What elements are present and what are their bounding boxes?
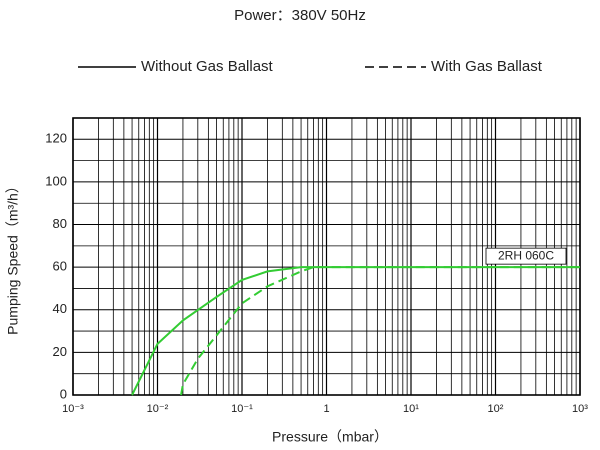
y-tick-label: 100 xyxy=(45,173,67,188)
legend-label: Without Gas Ballast xyxy=(141,58,274,75)
y-tick-label: 0 xyxy=(60,386,67,401)
x-tick-label: 10⁻¹ xyxy=(231,403,253,415)
y-tick-label: 80 xyxy=(53,216,67,231)
x-tick-label: 10² xyxy=(488,403,504,415)
x-tick-label: 10¹ xyxy=(403,403,419,415)
legend-label: With Gas Ballast xyxy=(431,58,543,75)
x-tick-label: 10³ xyxy=(572,403,588,415)
x-tick-label: 10⁻³ xyxy=(62,403,84,415)
annotation: 2RH 060C xyxy=(498,248,554,262)
plot-frame xyxy=(72,117,581,396)
chart-title: Power：380V 50Hz xyxy=(234,7,366,24)
x-axis-label: Pressure（mbar） xyxy=(272,429,388,445)
y-axis-label: Pumping Speed（m³/h） xyxy=(5,179,21,335)
x-tick-label: 10⁻² xyxy=(147,403,169,415)
series-line xyxy=(180,266,580,396)
x-tick-label: 1 xyxy=(323,403,329,415)
y-tick-label: 20 xyxy=(53,344,67,359)
y-tick-label: 120 xyxy=(45,131,67,146)
annotation-box xyxy=(485,247,567,265)
y-tick-label: 40 xyxy=(53,301,67,316)
y-tick-label: 60 xyxy=(53,259,67,274)
